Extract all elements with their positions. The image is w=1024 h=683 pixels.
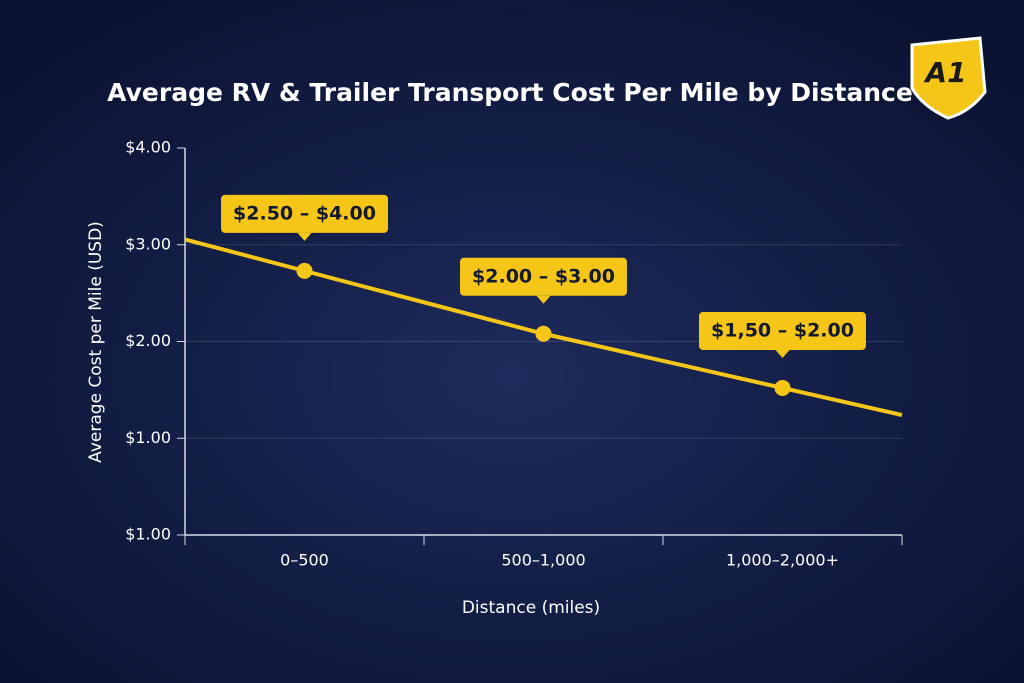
y-tick-label: $1.00	[125, 525, 171, 544]
x-axis-label: Distance (miles)	[462, 598, 600, 618]
callout-pointer	[297, 232, 312, 241]
chart-title: Average RV & Trailer Transport Cost Per …	[107, 78, 913, 107]
logo-text: A1	[923, 56, 966, 89]
callout: $2.00 – $3.00	[460, 257, 627, 304]
x-tick-label: 1,000–2,000+	[726, 551, 839, 570]
annotation: $2.50 – $4.00	[233, 202, 376, 224]
annotation: $1,50 – $2.00	[711, 319, 854, 341]
annotation: $2.00 – $3.00	[472, 265, 615, 287]
callout-pointer	[536, 295, 551, 304]
callout: $1,50 – $2.00	[699, 311, 866, 358]
callout-box	[699, 311, 866, 350]
point	[774, 379, 791, 396]
line-extension	[184, 237, 306, 273]
y-tick-label: $3.00	[125, 234, 171, 253]
callout-pointer	[775, 349, 790, 358]
x-tick-label: 0–500	[280, 551, 329, 570]
y-tick-label: $4.00	[125, 138, 171, 157]
point	[535, 325, 552, 342]
y-tick-label: $2.00	[125, 331, 171, 350]
point	[296, 262, 313, 279]
y-tick-label: $1.00	[125, 428, 171, 447]
callout-box	[460, 257, 627, 296]
callout-box	[221, 194, 388, 233]
line-extension	[782, 385, 903, 417]
callout: $2.50 – $4.00	[221, 194, 388, 241]
x-tick-label: 500–1,000	[501, 551, 585, 570]
y-axis-label: Average Cost per Mile (USD)	[86, 221, 106, 463]
logo: A1	[910, 36, 987, 120]
